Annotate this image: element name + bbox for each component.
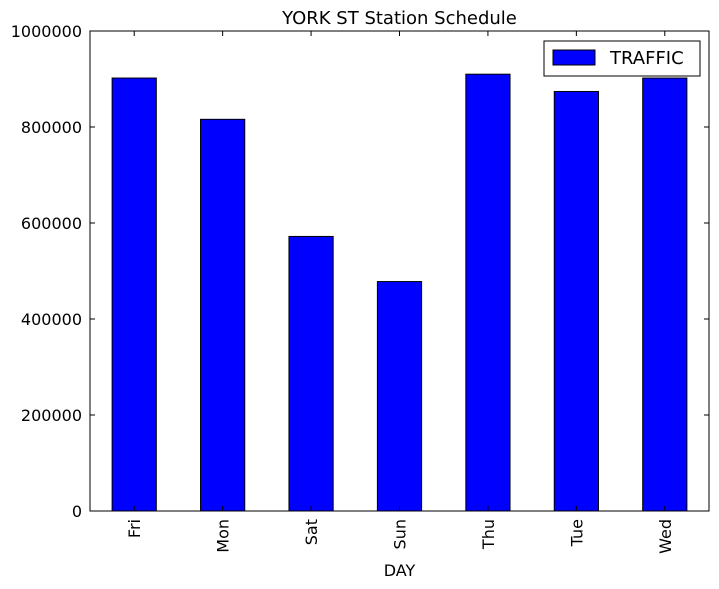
y-tick-label: 0 — [72, 502, 82, 521]
y-tick-label: 1000000 — [11, 22, 82, 41]
bar-tue — [553, 90, 599, 512]
x-tick-label-thu: Thu — [479, 519, 498, 550]
bar-mon — [200, 118, 246, 512]
plot-frame — [89, 30, 710, 512]
bar-thu — [465, 73, 511, 512]
x-axis-ticks: Fri Mon Sat Sun Thu Tue Wed — [125, 31, 675, 554]
y-tick-label: 800000 — [21, 118, 82, 137]
x-tick-label-tue: Tue — [567, 519, 586, 547]
bar-sun — [376, 281, 423, 512]
y-axis-ticks: 0 200000 400000 600000 800000 1000000 — [11, 22, 709, 521]
x-tick-label-sat: Sat — [302, 519, 321, 545]
legend-label-traffic: TRAFFIC — [609, 48, 684, 69]
x-tick-label-sun: Sun — [391, 519, 410, 549]
y-tick-label: 600000 — [21, 214, 82, 233]
bar-wed — [642, 77, 688, 512]
x-tick-label-fri: Fri — [125, 519, 144, 538]
legend: TRAFFIC — [543, 40, 701, 77]
legend-swatch-traffic — [552, 49, 596, 66]
x-tick-label-wed: Wed — [656, 519, 675, 554]
bar-fri — [111, 77, 157, 512]
bar-sat — [288, 235, 334, 512]
x-tick-label-mon: Mon — [214, 519, 233, 553]
y-tick-label: 400000 — [21, 310, 82, 329]
x-axis-label: DAY — [384, 561, 416, 580]
bars-group — [111, 73, 688, 512]
y-tick-label: 200000 — [21, 406, 82, 425]
chart-title: YORK ST Station Schedule — [281, 8, 517, 29]
